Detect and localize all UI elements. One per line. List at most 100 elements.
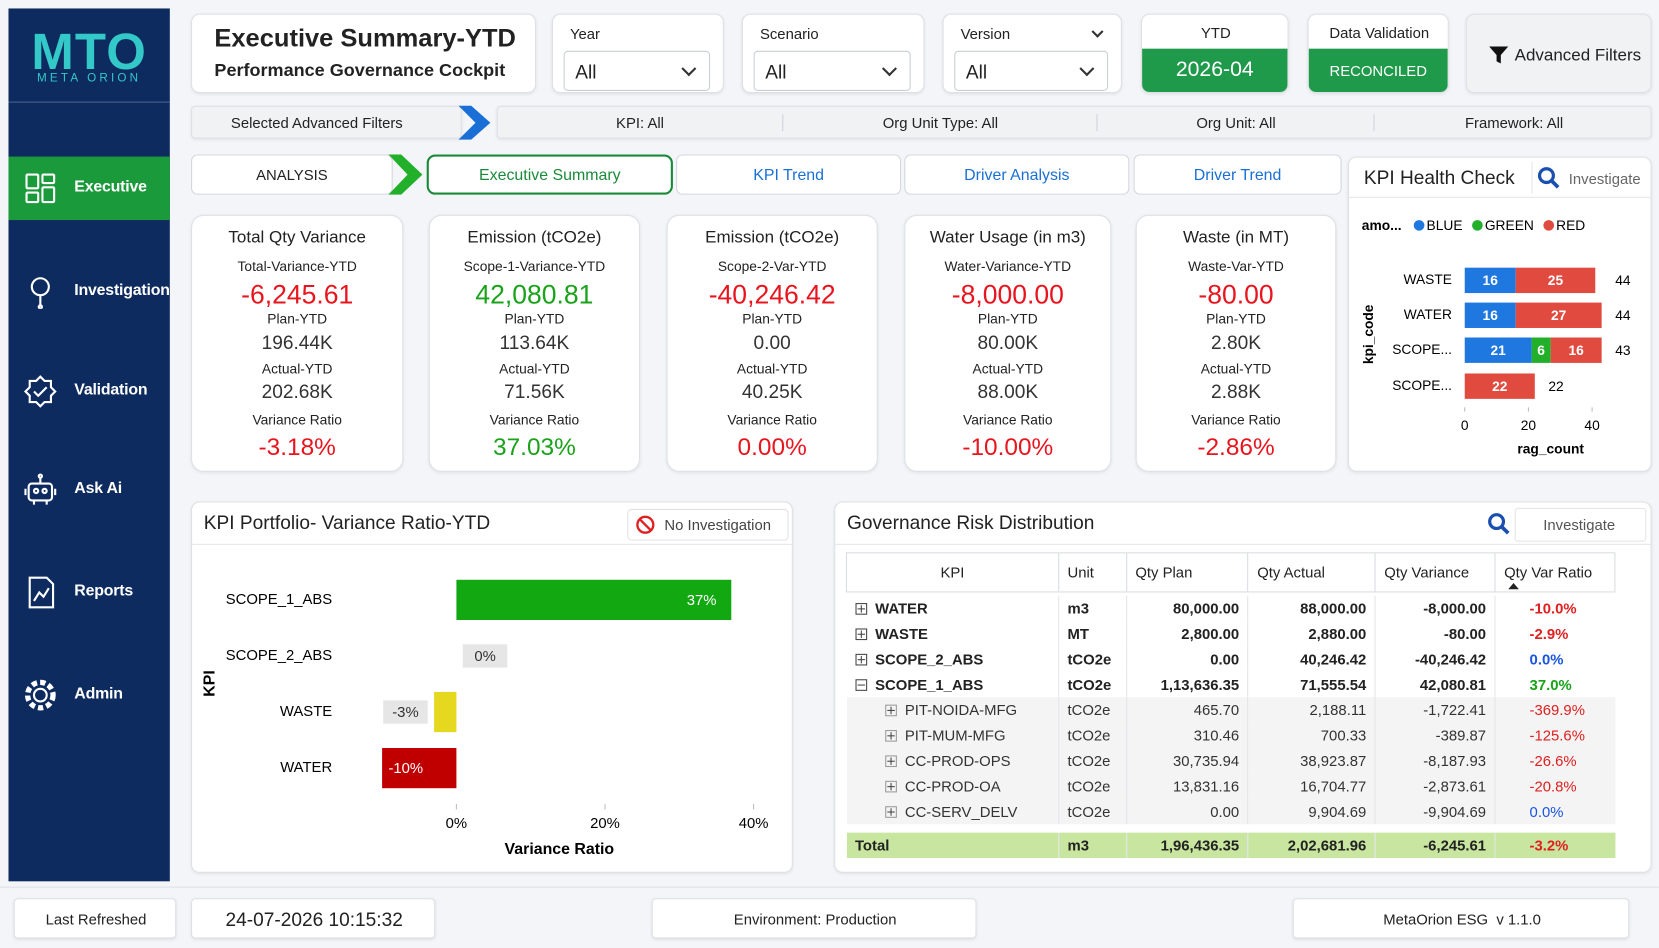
kpi-actual: 71.56K (504, 380, 565, 403)
chevron (1091, 25, 1104, 38)
nav-label: Ask Ai (74, 479, 122, 498)
kpi-title: Total Qty Variance (228, 228, 366, 247)
expand-icon (854, 628, 867, 641)
refreshed-label: Last Refreshed (45, 910, 147, 928)
kpi-actual-label: Actual-YTD (499, 360, 570, 377)
kpi-subtitle: Water-Variance-YTD (944, 258, 1072, 275)
nav-icon (28, 576, 55, 609)
nav-label: Validation (74, 380, 148, 399)
cell-text: 30,735.94 (1173, 751, 1240, 769)
governance-title: Governance Risk Distribution (846, 512, 1095, 534)
cell-text: -8,000.00 (1423, 599, 1487, 617)
cell-text: tCO2e (1067, 675, 1112, 693)
cell-text: tCO2e (1067, 751, 1111, 769)
select-box: All (563, 50, 711, 91)
kpi-card: Emission (tCO2e) Scope-1-Variance-YTD 42,0… (428, 214, 641, 472)
table-row: WATER m3 80,000.00 88,000.00 -8,000.00 -10.0% (846, 595, 1615, 621)
cell-text: m3 (1067, 836, 1089, 854)
selected-filters-label: Selected Advanced Filters (230, 114, 403, 132)
kpi-actual: 202.68K (261, 380, 333, 403)
cell-text: SCOPE_1_ABS (875, 675, 984, 693)
version-box: MetaOrion ESG v 1.1.0 (1292, 898, 1630, 939)
cell: 38,923.87 (1247, 747, 1376, 773)
kpi-plan: 0.00 (753, 332, 791, 354)
column-header: Qty Var Ratio (1495, 552, 1616, 592)
cell-text: -2.9% (1529, 624, 1569, 642)
dropdown-filter[interactable]: Version All (942, 13, 1122, 94)
no-investigation-button[interactable]: No Investigation (627, 508, 789, 541)
select-box: All (954, 50, 1109, 91)
nav-item[interactable]: Admin (8, 663, 169, 726)
footer-divider (0, 886, 1659, 888)
nav-label: Admin (74, 684, 123, 703)
advanced-filters-button[interactable]: Advanced Filters (1465, 13, 1652, 94)
kpi-title: Emission (tCO2e) (705, 228, 840, 247)
filter-value: All (965, 61, 988, 83)
cell: 0.0% (1494, 645, 1615, 672)
cell-text: 0.00 (1210, 650, 1240, 668)
cell-text: 71,555.54 (1300, 675, 1367, 693)
nav-item[interactable]: Executive (8, 156, 170, 221)
dropdown-filter[interactable]: Year All (551, 13, 724, 94)
chevron (1079, 61, 1095, 77)
investigate-button[interactable]: Investigate (1481, 507, 1647, 542)
kpi-title: Water Usage (in m3) (929, 228, 1086, 247)
cell: 310.46 (1125, 722, 1249, 748)
expand-icon (884, 781, 897, 793)
dropdown-filter[interactable]: Scenario All (741, 13, 925, 94)
cell-text: -26.6% (1529, 751, 1577, 769)
nav-item[interactable]: Ask Ai (8, 458, 169, 521)
kpi-value: -8,000.00 (951, 280, 1064, 310)
nav-icon (24, 679, 56, 711)
cell: m3 (1057, 832, 1127, 858)
cell: Total (846, 832, 1058, 857)
blue-arrow (458, 105, 491, 140)
cell: tCO2e (1057, 798, 1127, 824)
kpi-subtitle: Scope-1-Variance-YTD (463, 258, 606, 275)
section-label: ANALYSIS (191, 154, 393, 195)
tab[interactable]: Driver Analysis (904, 154, 1130, 195)
ytd-filter[interactable]: YTD 2026-04 (1141, 13, 1289, 94)
kpi-ratio-label: Variance Ratio (727, 411, 817, 428)
cell-text: 16,704.77 (1300, 777, 1367, 795)
search-icon (1537, 167, 1560, 189)
cell-text: 700.33 (1320, 726, 1367, 744)
advanced-filters-label: Advanced Filters (1514, 46, 1642, 65)
nav-item[interactable]: Investigation (8, 260, 170, 323)
cell: CC-PROD-OPS (846, 747, 1058, 772)
cell: tCO2e (1057, 772, 1127, 799)
nav-item[interactable]: Reports (8, 561, 169, 624)
cell-text: 37.0% (1529, 675, 1572, 693)
table-row: SCOPE_1_ABS tCO2e 1,13,636.35 71,555.54 42,0… (846, 671, 1615, 697)
filter-label: Scenario (759, 25, 819, 43)
tab[interactable]: KPI Trend (676, 154, 902, 195)
selected-filter: Org Unit Type: All (782, 114, 1097, 132)
cell-text: tCO2e (1067, 802, 1111, 820)
investigate-label: Investigate (1568, 170, 1641, 188)
cell-text: MT (1067, 624, 1089, 642)
cell: -20.8% (1494, 772, 1615, 799)
cell-text: 2,800.00 (1181, 624, 1240, 642)
investigate-button[interactable]: Investigate (1531, 161, 1652, 194)
kpi-subtitle: Total-Variance-YTD (237, 258, 357, 275)
cell: CC-SERV_DELV (846, 798, 1058, 823)
cell-text: -2,873.61 (1423, 777, 1487, 795)
nav-item[interactable]: Validation (8, 360, 169, 423)
environment: Environment: Production (733, 910, 897, 928)
table-row: PIT-NOIDA-MFG tCO2e 465.70 2,188.11 -1,722.4… (846, 696, 1615, 723)
governance-panel: Governance Risk Distribution Investigate… (834, 501, 1652, 873)
tab[interactable]: Executive Summary (426, 154, 673, 195)
cell: tCO2e (1057, 722, 1127, 748)
cell-text: -125.6% (1529, 726, 1585, 744)
cell-text: WASTE (875, 624, 928, 642)
validation-label: Data Validation (1329, 24, 1430, 42)
nav-icon (24, 473, 57, 505)
kpi-plan-label: Plan-YTD (742, 311, 803, 327)
nav-icon (25, 173, 56, 204)
kpi-ratio-label: Variance Ratio (1191, 411, 1281, 428)
cell: 16,704.77 (1247, 772, 1376, 799)
cell: -1,722.41 (1374, 696, 1496, 723)
selected-filter: Org Unit: All (1096, 114, 1374, 132)
cell-text: 2,880.00 (1308, 624, 1367, 642)
tab[interactable]: Driver Trend (1133, 154, 1342, 195)
